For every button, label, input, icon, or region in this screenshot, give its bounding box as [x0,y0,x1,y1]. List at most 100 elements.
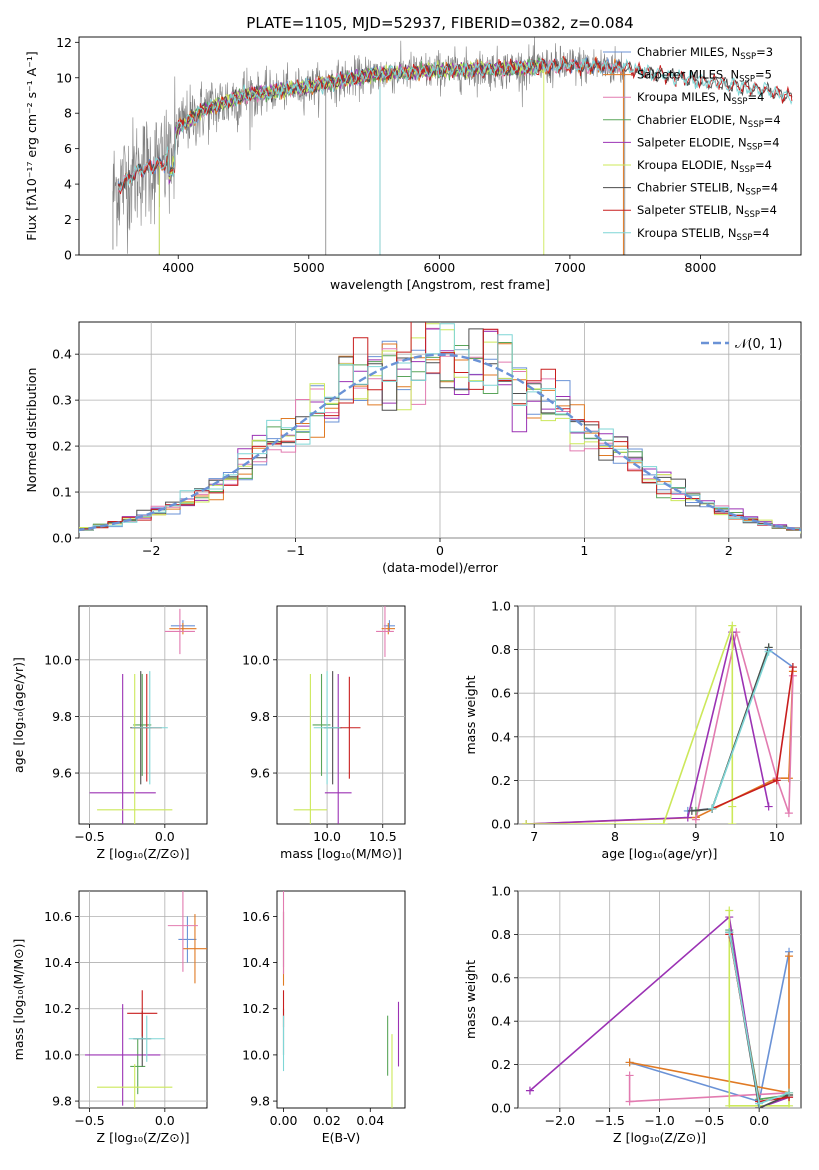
x-tick-label: −0.5 [694,1113,724,1128]
y-tick-label: 10.0 [44,1047,72,1062]
y-axis-label: mass [log₁₀(M/M⊙)] [11,939,26,1061]
legend-entry: Chabrier STELIB, NSSP=4 [637,181,778,198]
mass-vs-metallicity-panel: −0.5 0.0 9.8 10.0 10.2 10.4 10.6 Z [log₁₀(Z/Z⊙)… [11,890,208,1145]
legend-suffix: =4 [752,226,769,240]
x-tick-label: −0.5 [74,829,104,844]
weight-marker-chabrier-stelib [687,806,696,815]
histogram-area [79,322,801,534]
x-tick-label: 10.0 [313,829,341,844]
x-tick-label: 0.0 [749,1113,769,1128]
legend-subscript: SSP [740,52,756,62]
weight-line-area [522,621,797,824]
y-tick-label: 0.4 [491,1014,511,1029]
weight-marker-kroupa-miles [625,1071,634,1080]
y-tick-label: 9.8 [52,709,72,724]
weight-marker-kroupa-elodie [725,906,734,915]
legend-subscript: SSP [737,233,753,243]
x-axis-label: wavelength [Angstrom, rest frame] [330,277,550,292]
y-tick-label: 2 [64,212,72,227]
weight-marker-kroupa-elodie [725,1101,734,1108]
x-tick-label: 10 [769,829,785,844]
weight-marker-salpeter-elodie [764,802,773,811]
weight-marker-salpeter-stelib [788,663,797,672]
legend-entry: Kroupa ELODIE, NSSP=4 [637,158,772,175]
y-tick-label: 10.0 [242,1047,270,1062]
y-tick-label: 9.6 [250,766,270,781]
weight-line-salpeter-elodie [526,632,770,824]
legend-text: Kroupa ELODIE, N [637,158,739,172]
y-tick-label: 0 [64,248,72,263]
x-tick-label: 2 [725,543,733,558]
y-tick-label: 9.6 [52,766,72,781]
x-tick-label: 6000 [423,260,455,275]
legend-subscript: SSP [732,97,748,107]
y-tick-label: 9.8 [52,1094,72,1109]
y-tick-label: 0.0 [491,817,511,832]
x-tick-label: 8000 [685,260,717,275]
legend-entry: Salpeter STELIB, NSSP=4 [637,203,777,220]
y-tick-label: 10.0 [44,652,72,667]
y-tick-label: 10.2 [242,1001,270,1016]
x-axis-label: age [log₁₀(age/yr)] [602,846,718,861]
x-tick-label: −2 [142,543,160,558]
axes-frame [78,36,802,256]
legend-subscript: SSP [739,165,755,175]
y-tick-label: 8 [64,106,72,121]
weight-marker-kroupa-miles [784,809,793,818]
x-tick-label: −1.5 [594,1113,624,1128]
legend-suffix: =3 [756,45,773,59]
legend-entry: Chabrier MILES, NSSP=3 [637,45,773,62]
x-tick-label: 4000 [162,260,194,275]
x-axis-label: Z [log₁₀(Z/Z⊙)] [97,846,190,861]
legend-text: Chabrier STELIB, N [637,181,745,195]
y-tick-label: 0.6 [491,686,511,701]
x-tick-label: 10.5 [369,829,397,844]
x-axis-label: (data-model)/error [382,560,499,575]
y-tick-label: 0.0 [491,1101,511,1116]
weight-marker-salpeter-miles [785,952,794,961]
legend-suffix: =4 [763,135,780,149]
y-tick-label: 0.8 [491,927,511,942]
weight-line-area [525,906,794,1108]
legend-subscript: SSP [744,210,760,220]
weight-marker-kroupa-miles [691,815,700,824]
legend-suffix: =4 [761,181,778,195]
y-tick-label: 0.2 [52,439,72,454]
y-tick-label: 0.2 [491,773,511,788]
y-tick-label: 4 [64,177,72,192]
age-vs-mass-panel: 10.0 10.5 9.6 9.8 10.0 mass [log₁₀(M/M⊙)] [242,605,406,861]
legend-text: Salpeter STELIB, N [637,203,744,217]
axes-frame [276,605,406,825]
y-tick-label: 10.6 [242,909,270,924]
model-spectrum-salpeter-stelib [118,56,793,195]
weight-marker-kroupa-miles [625,1097,634,1106]
legend-entry: 𝒩(0, 1) [735,337,782,352]
y-tick-label: 0.4 [491,729,511,744]
weight-marker-kroupa-stelib [764,647,773,656]
x-axis-label: Z [log₁₀(Z/Z⊙)] [613,1130,706,1145]
weight-marker-salpeter-elodie [525,1086,534,1095]
legend-suffix: =4 [760,203,777,217]
mass-weight-vs-metallicity-panel: −2.0 −1.5 −1.0 −0.5 0.0 0.0 0.2 0.4 0.6 0.8 1.0 Z [… [463,884,802,1145]
legend-entry: Chabrier ELODIE, NSSP=4 [637,113,781,130]
errorbar-area [89,608,197,824]
legend-text: Salpeter MILES, N [637,68,739,82]
normal-distribution-curve [79,353,801,532]
axes-frame [276,890,406,1109]
x-tick-label: 5000 [293,260,325,275]
y-axis-label: Flux [fλ10⁻¹⁷ erg cm⁻² s⁻¹ A⁻¹] [24,51,39,240]
weight-marker-kroupa-stelib [708,804,717,813]
y-axis-label: mass weight [463,675,478,754]
legend-text: Kroupa MILES, N [637,90,732,104]
spectrum-plot-area [112,37,793,255]
weight-marker-salpeter-miles [784,774,793,783]
mass-weight-vs-age-panel: 7 8 9 10 0.0 0.2 0.4 0.6 0.8 1.0 age [log₁₀(age/yr… [463,599,802,861]
y-tick-label: 0.3 [52,393,72,408]
legend-entry: Kroupa STELIB, NSSP=4 [637,226,769,243]
legend-suffix: =5 [755,68,772,82]
axes-frame [78,890,208,1109]
weight-marker-kroupa-elodie [728,621,737,630]
legend-text: Chabrier MILES, N [637,45,740,59]
errorbar-area [85,891,207,1108]
